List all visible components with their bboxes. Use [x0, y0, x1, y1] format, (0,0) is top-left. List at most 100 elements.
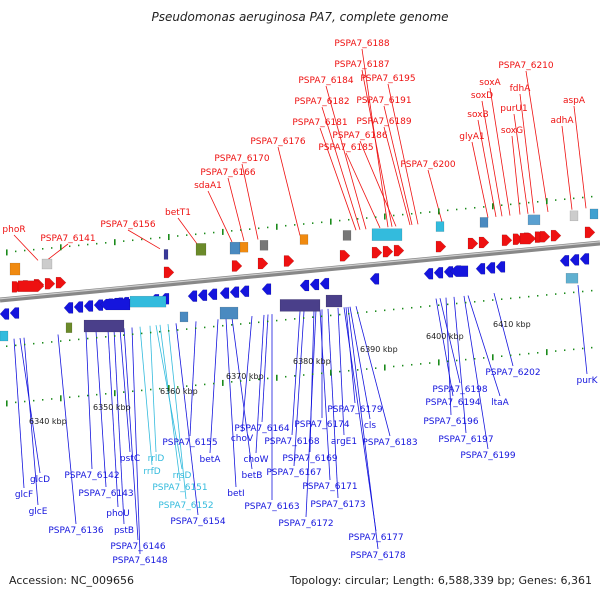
bottom-feature-label: PSPA7_6154: [170, 517, 226, 527]
guide-dot: [114, 390, 116, 397]
guide-dot: [285, 375, 287, 378]
leader-line: [489, 87, 511, 216]
guide-dot: [132, 239, 134, 242]
guide-dot: [267, 320, 269, 323]
top-feature-label: PSPA7_6176: [250, 137, 306, 147]
guide-dot: [402, 307, 404, 310]
guide-dot: [501, 355, 503, 358]
reverse-gene-arrow: [0, 308, 10, 320]
guide-dot: [276, 374, 278, 381]
guide-dot: [366, 368, 368, 370]
guide-dot: [429, 362, 431, 364]
top-feature-label: purU1: [500, 104, 527, 114]
forward-gene-arrow: [550, 229, 562, 242]
reverse-gene-arrow: [239, 285, 250, 297]
gene-feature-box: [195, 243, 207, 256]
guide-dot: [177, 329, 179, 331]
guide-dot: [573, 348, 575, 351]
top-feature-label: PSPA7_6156: [100, 220, 156, 230]
bottom-feature-label: PSPA7_6143: [78, 489, 133, 499]
top-feature-label: fdhA: [510, 84, 532, 94]
forward-gene-arrow: [44, 278, 56, 290]
bottom-feature-label: PSPA7_6168: [264, 437, 320, 447]
guide-dot: [357, 218, 359, 220]
rrna-gene: [371, 228, 403, 241]
guide-dot: [510, 203, 512, 206]
leader-line: [175, 323, 199, 516]
bottom-feature-label: PSPA7_6177: [348, 533, 403, 543]
gene-feature-box: [229, 241, 241, 255]
guide-dot: [114, 239, 116, 246]
leader-line: [241, 316, 253, 433]
gene-feature-box: [565, 273, 579, 284]
guide-dot: [501, 298, 503, 301]
guide-dot: [591, 289, 593, 292]
leader-line: [13, 234, 39, 261]
guide-dot: [537, 351, 539, 354]
bottom-feature-label: PSPA7_6164: [234, 424, 290, 434]
bottom-feature-label: PSPA7_6142: [64, 471, 119, 481]
leader-line: [573, 105, 587, 209]
bottom-feature-label: betI: [227, 489, 244, 499]
leader-line: [85, 331, 93, 470]
tick-label: 6380 kbp: [293, 357, 331, 366]
reverse-gene-arrow: [495, 261, 506, 273]
guide-dot: [456, 208, 458, 211]
guide-dot: [195, 233, 197, 236]
top-feature-label: soxD: [471, 91, 493, 101]
leader-line: [293, 311, 305, 467]
leader-line: [207, 190, 233, 243]
bottom-feature-label: PSPA7_6171: [302, 482, 357, 492]
leader-line: [361, 69, 393, 227]
top-feature-label: soxB: [467, 110, 488, 120]
leader-line: [319, 309, 331, 481]
guide-dot: [402, 213, 404, 216]
guide-dot: [222, 379, 224, 386]
top-feature-label: PSPA7_6189: [356, 117, 412, 127]
bottom-feature-label: PSPA7_6151: [152, 483, 207, 493]
leader-line: [343, 307, 377, 532]
leader-line: [123, 328, 139, 541]
forward-gene-arrow: [519, 232, 537, 245]
leader-line: [131, 327, 141, 555]
guide-dot: [141, 389, 143, 392]
reverse-gene-arrow: [423, 268, 434, 280]
guide-dot: [177, 235, 179, 237]
guide-dot: [276, 223, 278, 230]
leader-line: [439, 298, 461, 384]
gene-feature-box: [41, 258, 53, 270]
guide-dot: [591, 346, 593, 349]
guide-dot: [312, 222, 314, 224]
guide-dot: [465, 207, 467, 210]
reverse-gene-arrow: [443, 266, 454, 278]
guide-dot: [69, 245, 71, 248]
guide-dot: [42, 399, 44, 401]
guide-dot: [438, 359, 440, 366]
guide-dot: [78, 244, 80, 247]
leader-line: [225, 318, 237, 488]
reverse-gene-arrow: [73, 301, 84, 313]
guide-dot: [537, 200, 539, 203]
guide-dot: [159, 330, 161, 333]
forward-gene-arrow: [283, 255, 295, 267]
bottom-feature-label: rrfD: [143, 467, 160, 477]
leader-line: [359, 140, 397, 227]
leader-line: [149, 325, 157, 453]
leader-line: [463, 295, 489, 450]
guide-dot: [231, 381, 233, 383]
leader-line: [167, 323, 187, 500]
guide-dot: [312, 373, 314, 375]
guide-dot: [159, 387, 161, 390]
top-feature-label: phoR: [2, 225, 25, 235]
bottom-feature-label: PSPA7_6178: [350, 551, 406, 561]
bottom-feature-label: PSPA7_6179: [327, 405, 383, 415]
guide-dot: [141, 332, 143, 335]
guide-dot: [528, 352, 530, 355]
genome-backbone: [0, 240, 600, 303]
guide-dot: [501, 204, 503, 207]
guide-dot: [141, 238, 143, 241]
guide-dot: [267, 377, 269, 380]
gene-feature-box: [279, 299, 321, 312]
gene-feature-box: [219, 306, 239, 320]
